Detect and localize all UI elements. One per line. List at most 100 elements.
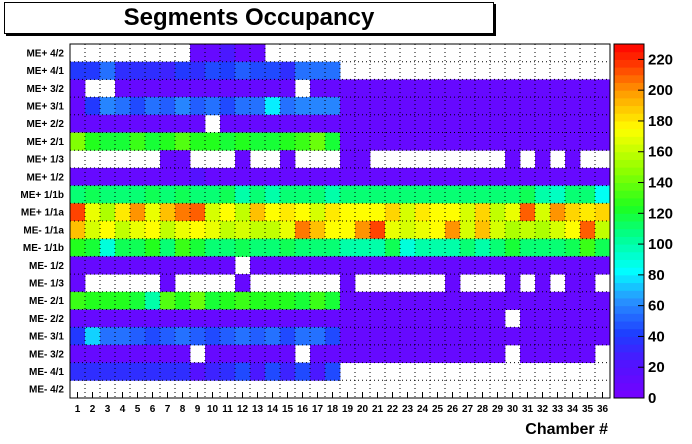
color-scale-label: 160 <box>648 144 673 161</box>
heatmap-cell <box>280 238 296 257</box>
heatmap-cell <box>430 167 446 186</box>
heatmap-cell <box>310 221 326 240</box>
heatmap-cell <box>115 203 131 222</box>
heatmap-cell <box>205 132 221 151</box>
heatmap-cell <box>190 97 206 116</box>
heatmap-cell <box>370 132 386 151</box>
heatmap-cell <box>130 309 146 328</box>
heatmap-cell <box>325 221 341 240</box>
heatmap-cell <box>295 185 311 204</box>
color-scale-step <box>614 59 644 68</box>
heatmap-cell <box>580 185 596 204</box>
heatmap-cell <box>100 291 116 310</box>
heatmap-cell <box>475 291 491 310</box>
heatmap-cell <box>580 309 596 328</box>
heatmap-cell <box>340 167 356 186</box>
heatmap-cell <box>595 238 611 257</box>
heatmap-cell <box>460 309 476 328</box>
heatmap-cell <box>235 114 251 133</box>
heatmap-cell <box>520 203 536 222</box>
heatmap-cell <box>205 238 221 257</box>
heatmap-cell <box>550 327 566 346</box>
heatmap-cell <box>535 327 551 346</box>
heatmap-cell <box>310 114 326 133</box>
heatmap-cell <box>325 291 341 310</box>
heatmap-cell <box>535 274 551 293</box>
heatmap-cell <box>100 167 116 186</box>
heatmap-cell <box>100 256 116 275</box>
heatmap-cell <box>265 97 281 116</box>
color-scale-step <box>614 367 644 376</box>
heatmap-cell <box>235 61 251 80</box>
heatmap-cell <box>220 221 236 240</box>
heatmap-cell <box>220 114 236 133</box>
x-tick-label: 24 <box>417 404 429 415</box>
heatmap-cell <box>370 221 386 240</box>
heatmap-cell <box>310 238 326 257</box>
heatmap-cell <box>370 344 386 363</box>
heatmap-cell <box>250 291 266 310</box>
heatmap-cell <box>340 291 356 310</box>
color-scale-step <box>614 51 644 60</box>
color-scale-step <box>614 197 644 207</box>
heatmap-cell <box>370 203 386 222</box>
color-scale-step <box>614 151 644 160</box>
heatmap-cell <box>565 238 581 257</box>
color-scale-bar <box>613 43 645 399</box>
color-scale-step <box>614 159 644 168</box>
heatmap-cell <box>190 291 206 310</box>
heatmap-cell <box>70 256 86 275</box>
heatmap-cell <box>220 344 236 363</box>
heatmap-cell <box>220 61 236 80</box>
heatmap-cell <box>475 97 491 116</box>
heatmap-cell <box>130 97 146 116</box>
heatmap-cell <box>310 203 326 222</box>
x-tick-label: 28 <box>477 404 489 415</box>
heatmap-cell <box>130 167 146 186</box>
heatmap-cell <box>355 327 371 346</box>
heatmap-cell <box>235 327 251 346</box>
heatmap-cell <box>220 44 236 63</box>
heatmap-cell <box>325 309 341 328</box>
heatmap-cell <box>445 97 461 116</box>
heatmap-cell <box>520 114 536 133</box>
heatmap-cell <box>235 132 251 151</box>
heatmap-cell <box>385 203 401 222</box>
x-tick-label: 34 <box>567 404 579 415</box>
color-scale-step <box>614 236 644 245</box>
color-scale-step <box>614 328 644 337</box>
heatmap-cell <box>325 79 341 98</box>
heatmap-cell <box>265 309 281 328</box>
heatmap-cell <box>565 167 581 186</box>
heatmap-cell <box>145 114 161 133</box>
heatmap-cell <box>415 221 431 240</box>
color-scale-label: 200 <box>648 82 673 99</box>
heatmap-cell <box>520 291 536 310</box>
x-tick-label: 21 <box>372 404 384 415</box>
heatmap-cell <box>415 238 431 257</box>
x-tick-label: 1 <box>75 404 81 415</box>
x-tick-label: 36 <box>597 404 609 415</box>
heatmap-cell <box>85 291 101 310</box>
heatmap-cell <box>205 44 221 63</box>
heatmap-cell <box>505 203 521 222</box>
heatmap-cell <box>400 97 416 116</box>
heatmap-cell <box>250 221 266 240</box>
heatmap-cell <box>235 44 251 63</box>
color-scale-step <box>614 374 644 384</box>
heatmap-cell <box>175 150 191 169</box>
heatmap-cell <box>340 221 356 240</box>
heatmap-cell <box>385 132 401 151</box>
heatmap-cell <box>100 97 116 116</box>
heatmap-cell <box>595 167 611 186</box>
heatmap-cell <box>355 203 371 222</box>
heatmap-cell <box>475 327 491 346</box>
x-tick-label: 15 <box>282 404 294 415</box>
heatmap-cell <box>145 291 161 310</box>
heatmap-cell <box>280 221 296 240</box>
heatmap-cell <box>145 79 161 98</box>
heatmap-cell <box>445 327 461 346</box>
heatmap-cell <box>175 291 191 310</box>
heatmap-cell <box>580 114 596 133</box>
heatmap-cell <box>265 221 281 240</box>
